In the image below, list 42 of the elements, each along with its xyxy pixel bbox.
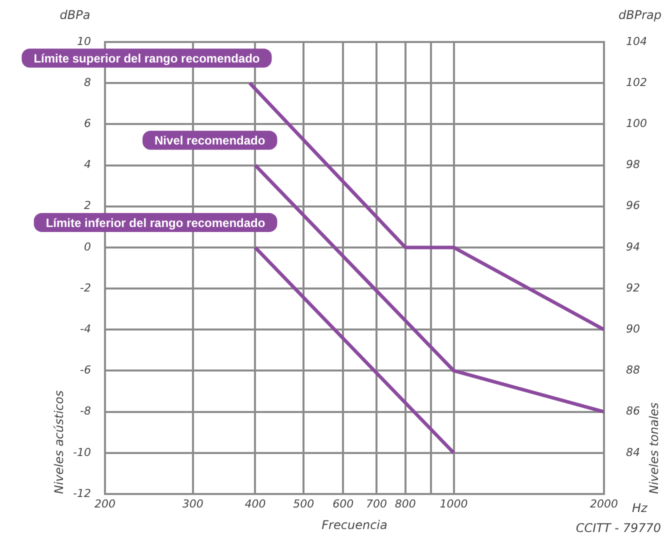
y-tick-label: 0 — [84, 240, 91, 254]
x-tick-label: 800 — [394, 497, 416, 510]
y-tick-label: -2 — [80, 281, 91, 294]
y2-tick-label: 92 — [626, 281, 640, 294]
y-tick-label: -4 — [80, 322, 91, 336]
x-tick-label: 500 — [293, 497, 314, 510]
y2-tick-label: 96 — [626, 199, 640, 212]
y2-tick-label: 90 — [626, 322, 640, 336]
x-tick-label: 1000 — [440, 497, 468, 510]
y-tick-label: -10 — [73, 446, 91, 459]
text: dBPrap — [618, 8, 662, 22]
x-axis-title: Frecuencia — [322, 518, 388, 532]
y2-tick-label: 84 — [626, 446, 640, 459]
text: Hz — [632, 501, 648, 516]
x-tick-label: 2000 — [590, 497, 618, 510]
y2-tick-label: 100 — [626, 117, 647, 130]
text: CCITT - 79770 — [576, 521, 662, 536]
y-tick-label: -12 — [73, 486, 91, 500]
series-label: Límite inferior del rango recomendado — [46, 216, 266, 230]
series-label: Límite superior del rango recomendado — [34, 51, 260, 66]
x-tick-label: 400 — [244, 497, 266, 510]
y-tick-label: 2 — [84, 199, 91, 212]
y2-tick-label: 98 — [626, 158, 640, 172]
y-tick-label: -8 — [80, 404, 91, 418]
y2-tick-label: 88 — [626, 364, 640, 377]
y-axis-title: Niveles acústicos — [52, 390, 66, 494]
y-tick-label: 10 — [77, 34, 91, 48]
y2-tick-label: 104 — [626, 34, 647, 48]
y-tick-label: -6 — [80, 364, 91, 377]
text: dBPa — [60, 8, 90, 22]
y2-tick-label: 102 — [626, 76, 647, 89]
x-tick-label: 200 — [94, 497, 116, 510]
series-label: Nivel recomendado — [154, 134, 266, 148]
y-tick-label: 4 — [84, 158, 91, 172]
y2-tick-label: 86 — [626, 404, 640, 418]
y2-axis-title: Niveles tonales — [647, 402, 662, 494]
y2-tick-label: 94 — [626, 240, 640, 254]
y-tick-label: 6 — [84, 117, 91, 130]
x-tick-label: 300 — [182, 497, 204, 510]
y-tick-label: 8 — [84, 76, 91, 89]
x-tick-label: 700 — [366, 497, 387, 510]
x-tick-label: 600 — [332, 497, 354, 510]
